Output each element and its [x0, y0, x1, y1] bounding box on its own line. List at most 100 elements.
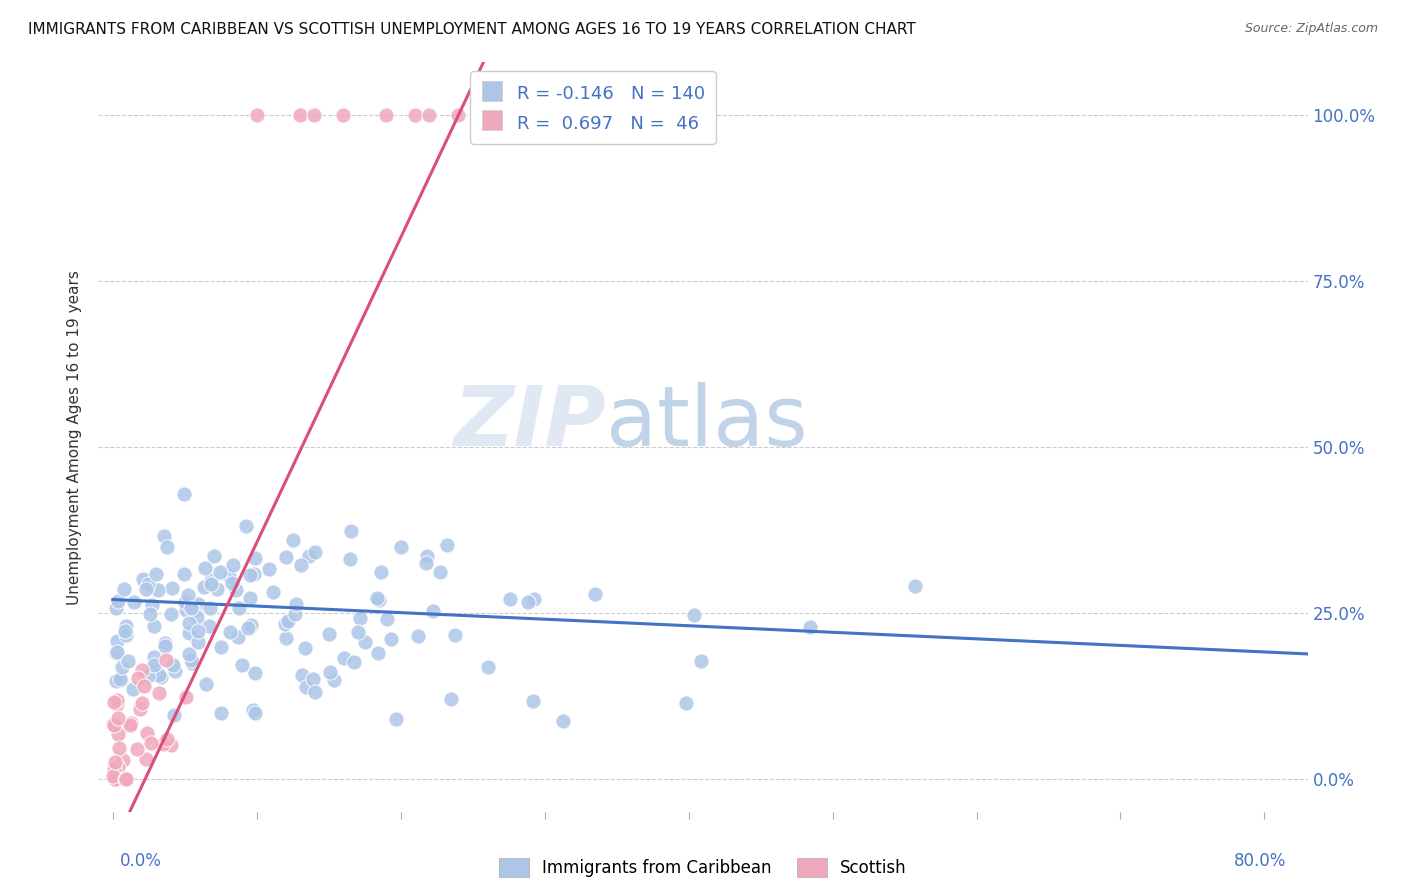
Point — [418, 108, 440, 122]
Point — [173, 567, 195, 582]
Point — [179, 615, 201, 630]
Point — [110, 673, 132, 688]
Point — [118, 718, 141, 732]
Point — [177, 626, 200, 640]
Point — [689, 654, 711, 668]
Point — [181, 603, 204, 617]
Point — [385, 713, 408, 727]
Text: 0.0%: 0.0% — [120, 852, 162, 870]
Point — [294, 641, 316, 656]
Point — [193, 580, 215, 594]
Text: IMMIGRANTS FROM CARIBBEAN VS SCOTTISH UNEMPLOYMENT AMONG AGES 16 TO 19 YEARS COR: IMMIGRANTS FROM CARIBBEAN VS SCOTTISH UN… — [28, 22, 915, 37]
Point — [404, 108, 426, 122]
Point — [131, 664, 153, 678]
Point — [343, 656, 366, 670]
Point — [444, 627, 467, 641]
Text: ZIP: ZIP — [454, 382, 606, 463]
Point — [114, 772, 136, 786]
Point — [380, 632, 402, 646]
Point — [150, 670, 173, 684]
Point — [136, 669, 159, 683]
Point — [111, 660, 134, 674]
Point — [370, 566, 392, 580]
Point — [127, 671, 149, 685]
Point — [143, 657, 166, 672]
Point — [304, 108, 326, 122]
Point — [551, 714, 574, 729]
Point — [122, 681, 145, 696]
Point — [799, 620, 821, 634]
Point — [297, 549, 319, 563]
Point — [339, 524, 361, 538]
Point — [429, 565, 451, 579]
Point — [148, 686, 170, 700]
Point — [129, 702, 152, 716]
Point — [231, 658, 253, 673]
Point — [142, 662, 165, 676]
Point — [176, 603, 198, 617]
Point — [332, 108, 354, 122]
Point — [202, 549, 225, 564]
Point — [222, 558, 245, 572]
Text: atlas: atlas — [606, 382, 808, 463]
Point — [422, 604, 444, 618]
Point — [243, 551, 266, 566]
Point — [583, 587, 606, 601]
Point — [322, 673, 344, 688]
Point — [219, 624, 242, 639]
Point — [301, 673, 323, 687]
Point — [499, 592, 522, 607]
Point — [349, 611, 371, 625]
Point — [505, 108, 527, 122]
Point — [107, 727, 129, 741]
Point — [477, 659, 499, 673]
Point — [115, 628, 138, 642]
Point — [439, 691, 461, 706]
Point — [208, 566, 231, 580]
Point — [152, 737, 174, 751]
Point — [125, 742, 148, 756]
Point — [173, 487, 195, 501]
Point — [262, 585, 284, 599]
Point — [186, 610, 208, 624]
Point — [290, 558, 312, 572]
Point — [197, 619, 219, 633]
Point — [682, 608, 704, 623]
Point — [239, 618, 262, 632]
Point — [243, 706, 266, 720]
Point — [522, 694, 544, 708]
Point — [225, 583, 247, 598]
Y-axis label: Unemployment Among Ages 16 to 19 years: Unemployment Among Ages 16 to 19 years — [67, 269, 83, 605]
Point — [239, 567, 262, 582]
Point — [177, 648, 200, 662]
Point — [163, 665, 186, 679]
Point — [107, 711, 129, 725]
Point — [319, 665, 342, 680]
Point — [131, 696, 153, 710]
Point — [375, 612, 398, 626]
Point — [200, 573, 222, 587]
Point — [416, 549, 439, 563]
Point — [153, 640, 176, 654]
Point — [187, 635, 209, 649]
Point — [174, 690, 197, 704]
Point — [104, 772, 127, 786]
Point — [274, 550, 297, 565]
Point — [274, 632, 297, 646]
Point — [104, 755, 127, 769]
Point — [198, 601, 221, 615]
Point — [516, 595, 538, 609]
Point — [115, 619, 138, 633]
Point — [675, 696, 697, 710]
Point — [318, 627, 340, 641]
Point — [243, 666, 266, 681]
Point — [195, 677, 218, 691]
Point — [284, 597, 307, 611]
Point — [333, 650, 356, 665]
Point — [146, 582, 169, 597]
Point — [103, 695, 125, 709]
Point — [436, 538, 458, 552]
Point — [159, 607, 181, 622]
Point — [475, 108, 498, 122]
Point — [904, 579, 927, 593]
